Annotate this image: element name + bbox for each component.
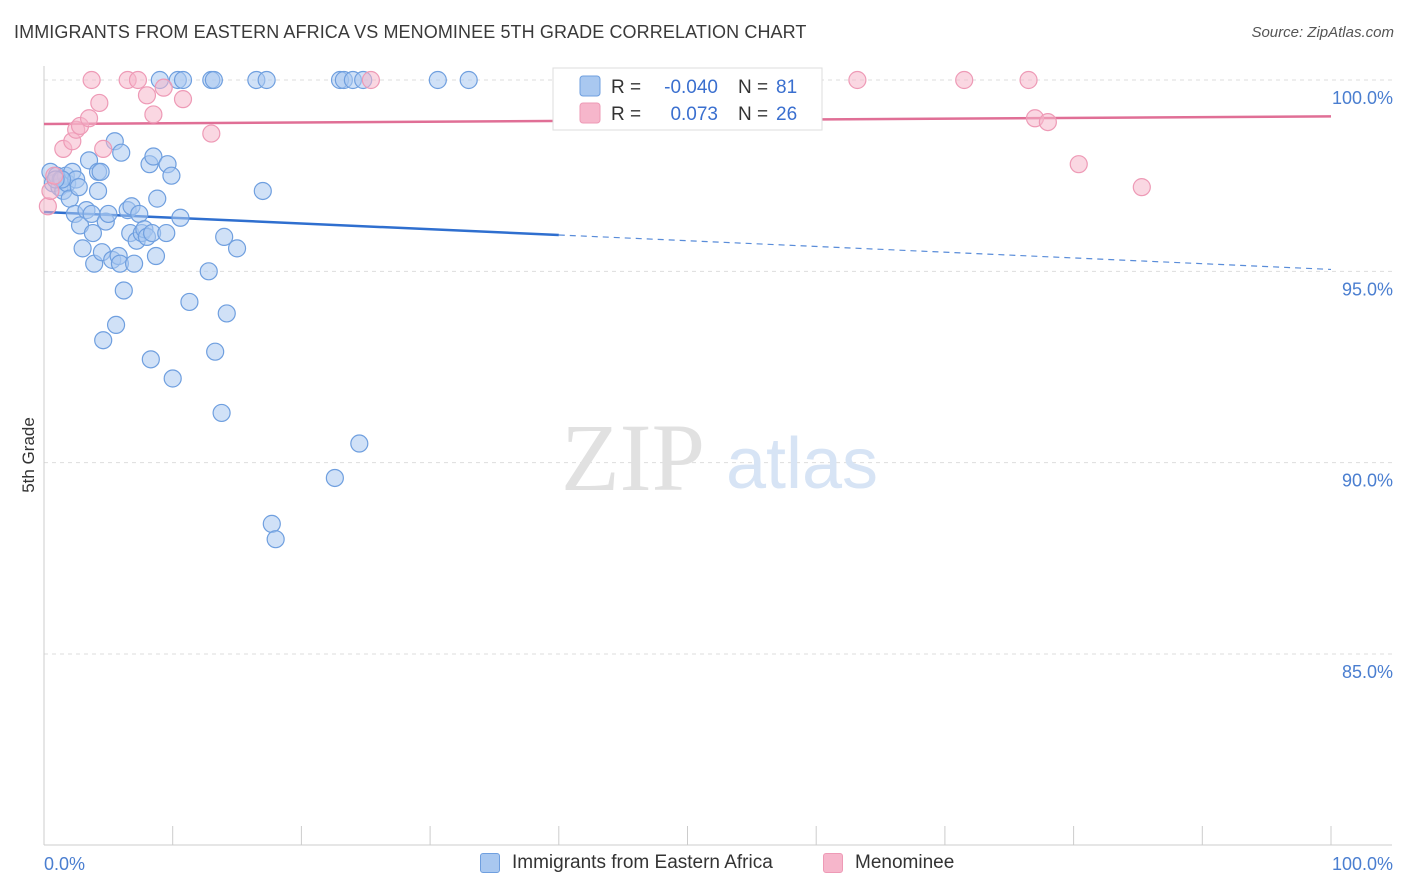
y-tick-label-0: 100.0% bbox=[1332, 88, 1393, 108]
y-tick-label-2: 90.0% bbox=[1342, 471, 1393, 491]
point-pink-25 bbox=[1132, 178, 1151, 197]
point-blue-39 bbox=[130, 204, 149, 224]
legend-label-eastern-africa: Immigrants from Eastern Africa bbox=[512, 852, 773, 873]
stats-r-value-blue: -0.040 bbox=[664, 77, 718, 98]
legend-label-menominee: Menominee bbox=[855, 852, 955, 873]
stats-swatch-blue bbox=[579, 75, 601, 97]
stats-legend: R = -0.040 N = 81 R = 0.073 N = 26 bbox=[552, 67, 823, 131]
point-blue-55 bbox=[171, 208, 190, 227]
point-blue-32 bbox=[112, 143, 131, 162]
point-pink-0 bbox=[38, 197, 57, 216]
chart-title: IMMIGRANTS FROM EASTERN AFRICA VS MENOMI… bbox=[14, 22, 807, 42]
source-label: Source: ZipAtlas.com bbox=[1251, 24, 1394, 41]
x-tick-label-left: 0.0% bbox=[44, 854, 85, 874]
point-blue-37 bbox=[124, 254, 144, 273]
point-blue-33 bbox=[114, 281, 133, 300]
legend-item-menominee: Menominee bbox=[823, 852, 954, 874]
point-blue-44 bbox=[141, 350, 160, 369]
point-blue-26 bbox=[99, 204, 118, 224]
point-blue-24 bbox=[94, 331, 113, 350]
y-tick-label-3: 85.0% bbox=[1342, 662, 1393, 682]
stats-r-label-pink: R = bbox=[611, 104, 641, 125]
point-blue-50 bbox=[157, 223, 176, 243]
stats-swatch-pink bbox=[579, 102, 601, 124]
point-blue-70 bbox=[266, 530, 285, 549]
point-blue-22 bbox=[91, 162, 110, 181]
point-blue-53 bbox=[163, 369, 182, 388]
point-pink-8 bbox=[82, 70, 101, 90]
y-tick-label-1: 95.0% bbox=[1342, 279, 1393, 299]
point-blue-21 bbox=[88, 181, 108, 201]
point-pink-15 bbox=[154, 78, 173, 97]
point-blue-46 bbox=[144, 147, 163, 166]
point-pink-16 bbox=[173, 90, 193, 109]
y-axis-label: 5th Grade bbox=[19, 417, 38, 493]
point-blue-68 bbox=[257, 70, 276, 90]
point-blue-75 bbox=[350, 434, 369, 453]
point-blue-29 bbox=[106, 315, 126, 335]
point-blue-67 bbox=[253, 181, 272, 201]
point-blue-58 bbox=[199, 262, 218, 281]
point-pink-2 bbox=[45, 166, 64, 185]
point-blue-48 bbox=[148, 189, 167, 208]
point-pink-13 bbox=[137, 86, 157, 105]
legend-swatch-blue bbox=[480, 853, 500, 873]
point-blue-77 bbox=[428, 70, 447, 90]
watermark: ZIP atlas bbox=[561, 404, 878, 511]
point-blue-60 bbox=[204, 70, 223, 90]
bottom-legend: Immigrants from Eastern Africa Menominee bbox=[0, 852, 1406, 878]
point-pink-9 bbox=[90, 93, 109, 113]
point-blue-47 bbox=[146, 246, 166, 266]
watermark-zip: ZIP bbox=[561, 404, 705, 511]
trend-dashed-blue bbox=[558, 234, 1332, 271]
stats-n-value-blue: 81 bbox=[776, 77, 797, 98]
point-blue-12 bbox=[69, 178, 88, 197]
point-pink-10 bbox=[94, 139, 113, 158]
legend-swatch-pink bbox=[823, 853, 843, 873]
point-pink-18 bbox=[361, 70, 380, 90]
point-blue-71 bbox=[325, 468, 344, 488]
point-blue-56 bbox=[173, 70, 193, 90]
stats-r-label-blue: R = bbox=[611, 77, 641, 98]
stats-n-label-blue: N = bbox=[738, 77, 768, 98]
stats-n-label-pink: N = bbox=[738, 104, 768, 125]
point-pink-20 bbox=[955, 70, 974, 90]
stats-r-value-pink: 0.073 bbox=[670, 104, 718, 125]
point-pink-24 bbox=[1069, 155, 1088, 174]
point-blue-62 bbox=[212, 403, 231, 423]
point-pink-19 bbox=[848, 70, 867, 90]
point-blue-61 bbox=[206, 342, 225, 361]
point-blue-52 bbox=[162, 166, 181, 185]
point-pink-23 bbox=[1038, 112, 1057, 132]
stats-n-value-pink: 26 bbox=[776, 104, 797, 125]
point-blue-78 bbox=[459, 70, 478, 90]
point-pink-12 bbox=[128, 70, 148, 90]
point-pink-7 bbox=[79, 109, 99, 128]
point-blue-64 bbox=[217, 304, 236, 323]
point-blue-63 bbox=[215, 227, 234, 246]
gridlines bbox=[44, 79, 1392, 655]
point-blue-57 bbox=[180, 292, 199, 312]
point-pink-1 bbox=[41, 181, 60, 201]
x-tick-label-right: 100.0% bbox=[1332, 854, 1393, 874]
point-pink-14 bbox=[144, 105, 163, 124]
point-pink-17 bbox=[202, 124, 221, 143]
data-points bbox=[38, 70, 1151, 549]
point-pink-21 bbox=[1019, 70, 1038, 90]
watermark-atlas: atlas bbox=[726, 424, 878, 504]
point-blue-69 bbox=[262, 514, 281, 533]
point-blue-14 bbox=[73, 239, 92, 258]
axes bbox=[43, 66, 1392, 846]
legend-item-eastern-africa: Immigrants from Eastern Africa bbox=[480, 852, 773, 874]
tick-labels: 100.0% 95.0% 90.0% 85.0% 0.0% 100.0% bbox=[44, 88, 1393, 874]
point-blue-18 bbox=[83, 223, 103, 243]
point-blue-65 bbox=[227, 239, 247, 258]
